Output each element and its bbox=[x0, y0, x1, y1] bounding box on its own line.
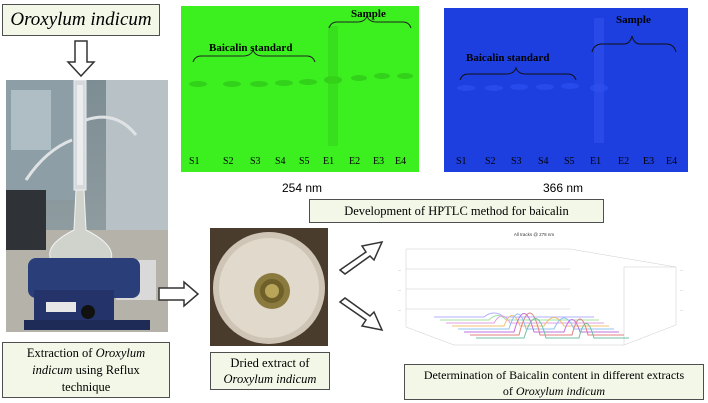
lane-label: E4 bbox=[666, 156, 678, 167]
lane-label: E2 bbox=[618, 156, 630, 167]
svg-text:...: ... bbox=[680, 268, 683, 272]
extraction-text-3: indicum bbox=[32, 363, 73, 377]
standard-label-254: Baicalin standard bbox=[209, 42, 293, 54]
title-box: Oroxylum indicum bbox=[2, 4, 160, 36]
determination-text-1: Determination of Baicalin content in dif… bbox=[423, 368, 685, 382]
down-arrow-icon bbox=[66, 40, 96, 78]
extraction-text-2: Oroxylum bbox=[95, 346, 146, 360]
dried-extract-photo bbox=[210, 228, 328, 346]
sample-label-254: Sample bbox=[351, 8, 386, 20]
lane-label: S5 bbox=[299, 156, 310, 167]
svg-text:...: ... bbox=[398, 268, 401, 272]
svg-text:...: ... bbox=[398, 308, 401, 312]
title-text: Oroxylum indicum bbox=[10, 9, 152, 30]
wavelength-366-label: 366 nm bbox=[543, 181, 584, 195]
extraction-text-5: technique bbox=[61, 380, 111, 394]
chromatogram-3d: All tracks @ 278 nm ... ... ... bbox=[394, 229, 704, 359]
determination-box: Determination of Baicalin content in dif… bbox=[404, 364, 704, 400]
lane-label: S3 bbox=[511, 156, 522, 167]
lane-label: E1 bbox=[590, 156, 602, 167]
lane-label: E1 bbox=[323, 156, 335, 167]
lane-label: E4 bbox=[395, 156, 407, 167]
dried-extract-box: Dried extract of Oroxylum indicum bbox=[210, 352, 330, 390]
lane-label: E3 bbox=[643, 156, 655, 167]
down-right-arrow-icon bbox=[338, 297, 384, 332]
tlc-plate-366nm: Baicalin standard Sample S1 S2 S3 S4 S5 … bbox=[444, 8, 688, 172]
tlc-plate-254nm: Baicalin standard Sample S1 S2 S3 S4 S5 … bbox=[181, 6, 419, 172]
up-right-arrow-icon bbox=[338, 240, 384, 275]
lane-label: S4 bbox=[275, 156, 286, 167]
determination-text-3: Oroxylum indicum bbox=[515, 384, 606, 398]
sample-label-366: Sample bbox=[616, 14, 651, 26]
dried-text-1: Dried extract of bbox=[230, 356, 310, 370]
determination-text-2: of bbox=[502, 384, 516, 398]
wavelength-254-label: 254 nm bbox=[282, 181, 323, 195]
lane-label: S3 bbox=[250, 156, 261, 167]
chromatogram-title: All tracks @ 278 nm bbox=[514, 232, 555, 237]
lane-label: E3 bbox=[373, 156, 385, 167]
lane-label: S2 bbox=[223, 156, 234, 167]
right-arrow-icon bbox=[158, 280, 200, 308]
svg-text:...: ... bbox=[398, 288, 401, 292]
svg-text:...: ... bbox=[680, 308, 683, 312]
lane-label: S1 bbox=[189, 156, 200, 167]
hptlc-box: Development of HPTLC method for baicalin bbox=[309, 199, 604, 223]
lane-label: E2 bbox=[349, 156, 361, 167]
hptlc-text: Development of HPTLC method for baicalin bbox=[344, 204, 569, 218]
standard-label-366: Baicalin standard bbox=[466, 52, 550, 64]
dried-text-2: Oroxylum indicum bbox=[223, 372, 317, 386]
lane-label: S1 bbox=[456, 156, 467, 167]
lane-label: S5 bbox=[564, 156, 575, 167]
svg-text:...: ... bbox=[680, 288, 683, 292]
extraction-text-1: Extraction of bbox=[26, 346, 96, 360]
extraction-box: Extraction of Oroxylum indicum using Ref… bbox=[2, 342, 170, 398]
extraction-text-4: using Reflux bbox=[72, 363, 140, 377]
lane-label: S4 bbox=[538, 156, 549, 167]
reflux-apparatus-photo bbox=[6, 80, 168, 332]
lane-label: S2 bbox=[485, 156, 496, 167]
